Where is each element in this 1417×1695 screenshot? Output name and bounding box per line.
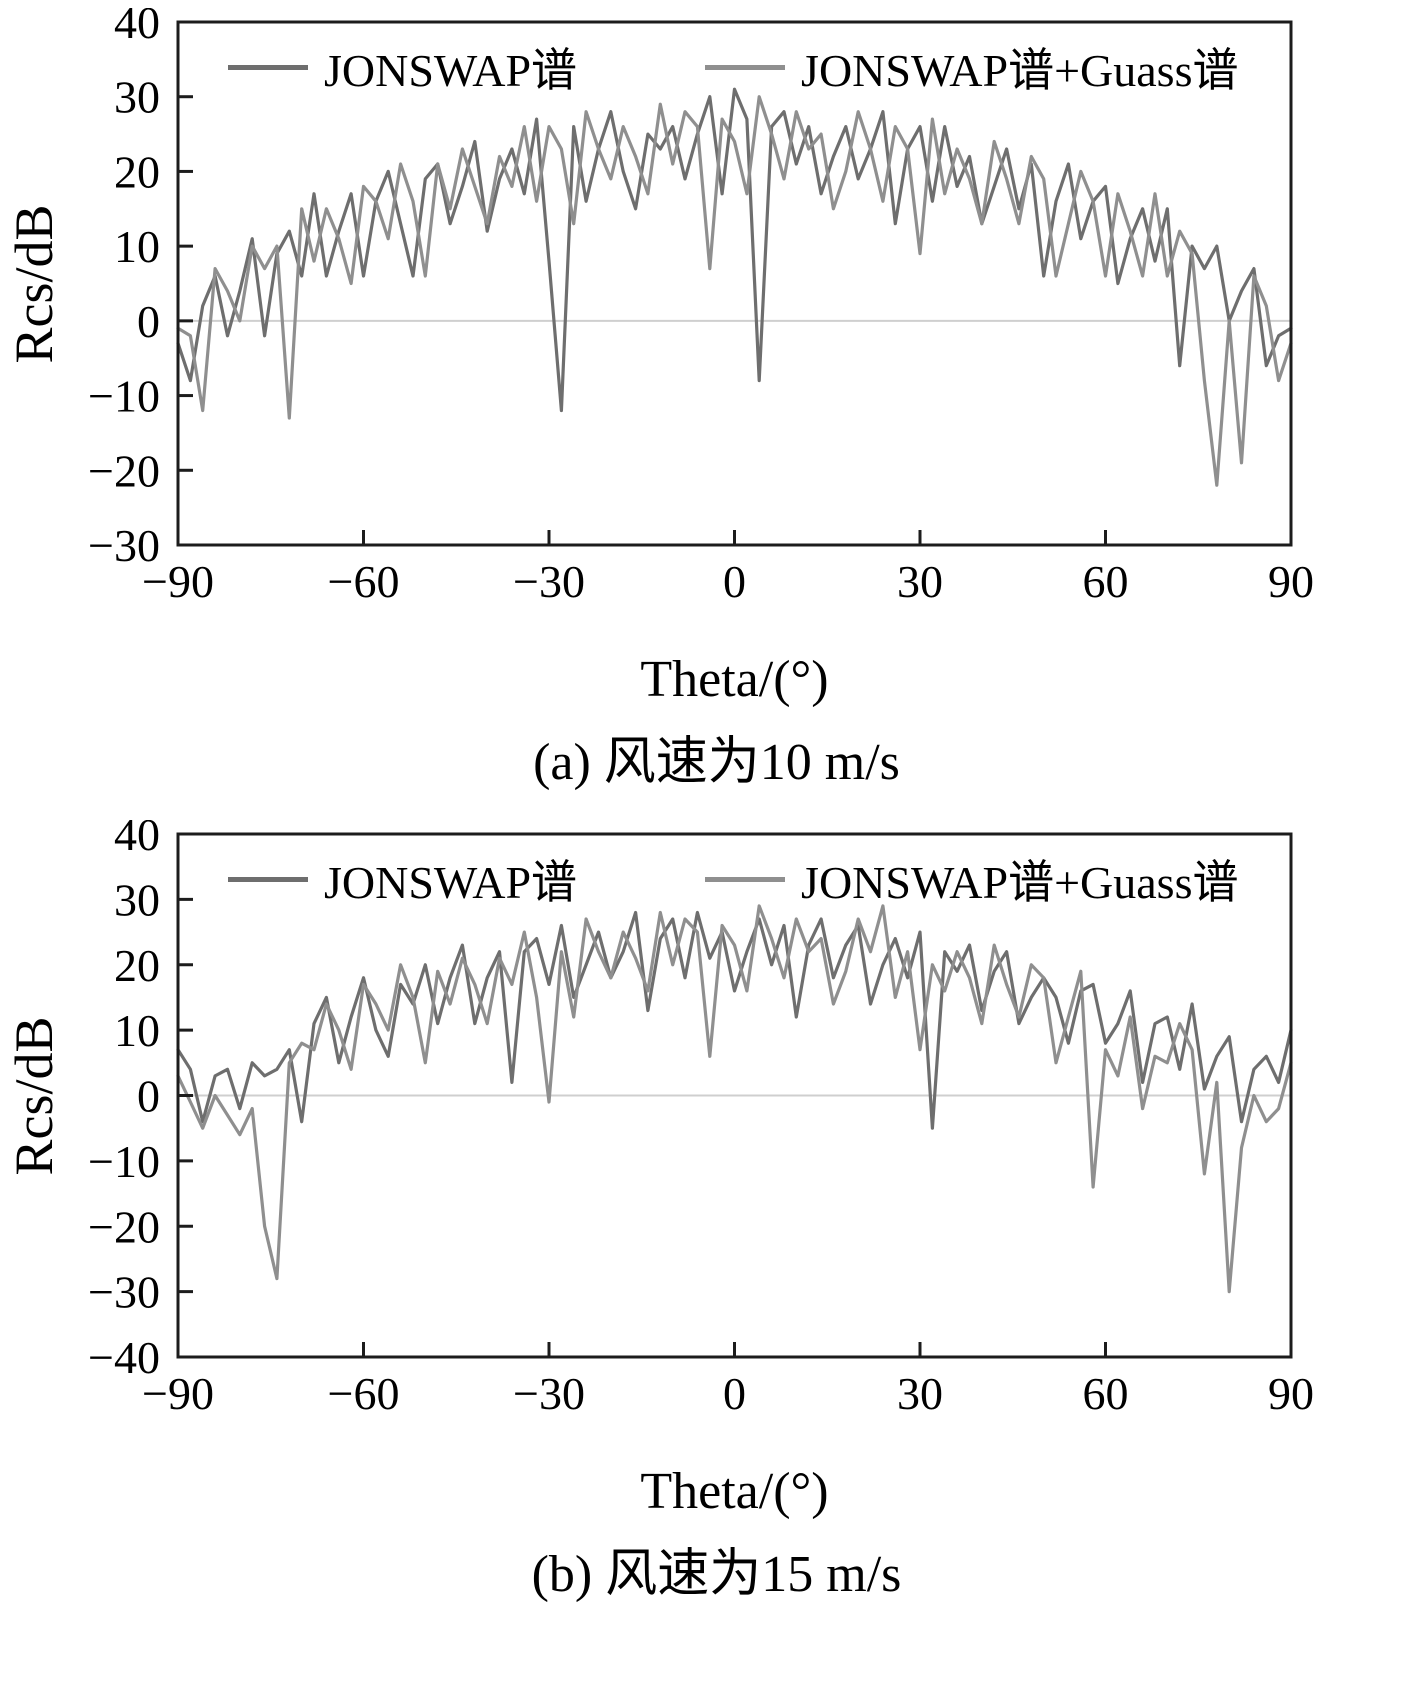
legend-line-swatch: [228, 876, 308, 882]
y-tick-label: −20: [88, 445, 160, 496]
x-axis-label-b: Theta/(°): [640, 1463, 829, 1521]
chart-a-plot-area: −90 −60 −30 0 30 60 90 40 30 20 10 0 −10 −20 −30 Rcs/d…: [0, 8, 1417, 648]
chart-a-canvas: −90 −60 −30 0 30 60 90 40 30 20 10 0 −10 −20 −30: [88, 8, 1314, 607]
y-tick-label: 30: [114, 72, 160, 123]
legend-entry: JONSWAP谱+Guass谱: [705, 34, 1238, 100]
x-tick-label: −90: [142, 1368, 214, 1419]
series-line-0: [176, 911, 1293, 1130]
legend-label: JONSWAP谱+Guass谱: [801, 857, 1239, 909]
chart-b-canvas: −90 −60 −30 0 30 60 90 40 30 20 10 0 −10 −20 −30 −40: [88, 820, 1314, 1419]
x-axis-label-a: Theta/(°): [640, 651, 829, 708]
legend-b: JONSWAP谱 JONSWAP谱+Guass谱: [228, 846, 1238, 912]
y-tick-label: 0: [137, 1071, 160, 1122]
y-tick-label: 20: [114, 940, 160, 991]
legend-a: JONSWAP谱 JONSWAP谱+Guass谱: [228, 34, 1238, 100]
chart-b-caption: (b) 风速为15 m/s: [531, 1545, 902, 1603]
x-tick-label: 30: [897, 1368, 943, 1419]
legend-line-swatch: [705, 64, 786, 70]
x-tick-label: 0: [723, 556, 746, 607]
series-line-0: [176, 87, 1293, 413]
x-tick-label: 60: [1083, 1368, 1129, 1419]
y-tick-label: 40: [114, 8, 160, 48]
legend-label: JONSWAP谱: [324, 857, 578, 909]
y-tick-label: −10: [88, 1136, 160, 1187]
y-tick-label: −10: [88, 371, 160, 422]
x-tick-label: 60: [1083, 556, 1129, 607]
chart-b-block: −90 −60 −30 0 30 60 90 40 30 20 10 0 −10 −20 −30 −40 Rc…: [0, 820, 1417, 1606]
y-tick-label: 10: [114, 221, 160, 272]
figure-page: −90 −60 −30 0 30 60 90 40 30 20 10 0 −10 −20 −30 Rcs/d…: [0, 8, 1417, 1606]
y-axis-label-a: Rcs/dB: [4, 204, 64, 364]
y-axis-label-b: Rcs/dB: [4, 1016, 64, 1176]
chart-b-plot-area: −90 −60 −30 0 30 60 90 40 30 20 10 0 −10 −20 −30 −40 Rc…: [0, 820, 1417, 1460]
x-tick-label: 30: [897, 556, 943, 607]
y-tick-label: 0: [137, 296, 160, 347]
series-line-1: [176, 95, 1293, 487]
series-line-1: [176, 904, 1293, 1294]
x-tick-label: 90: [1268, 556, 1314, 607]
y-tick-label: 10: [114, 1005, 160, 1056]
legend-label: JONSWAP谱+Guass谱: [801, 45, 1239, 96]
x-tick-label: 90: [1268, 1368, 1314, 1419]
y-tick-label: −30: [88, 1267, 160, 1318]
legend-entry: JONSWAP谱: [228, 34, 577, 100]
legend-entry: JONSWAP谱+Guass谱: [705, 846, 1238, 912]
y-tick-label: −30: [88, 520, 160, 571]
legend-line-swatch: [705, 876, 786, 882]
x-tick-label: −60: [328, 556, 400, 607]
y-tick-label: 40: [114, 820, 160, 860]
x-tick-label: −30: [513, 556, 585, 607]
y-tick-label: 20: [114, 146, 160, 197]
x-tick-label: −90: [142, 556, 214, 607]
chart-a-caption: (a) 风速为10 m/s: [533, 733, 900, 791]
x-tick-label: −60: [328, 1368, 400, 1419]
chart-a-block: −90 −60 −30 0 30 60 90 40 30 20 10 0 −10 −20 −30 Rcs/d…: [0, 8, 1417, 794]
x-tick-label: −30: [513, 1368, 585, 1419]
y-tick-label: 30: [114, 875, 160, 926]
legend-entry: JONSWAP谱: [228, 846, 577, 912]
x-tick-label: 0: [723, 1368, 746, 1419]
legend-label: JONSWAP谱: [324, 45, 578, 96]
y-tick-label: −40: [88, 1332, 160, 1383]
y-tick-label: −20: [88, 1201, 160, 1252]
legend-line-swatch: [228, 64, 308, 70]
